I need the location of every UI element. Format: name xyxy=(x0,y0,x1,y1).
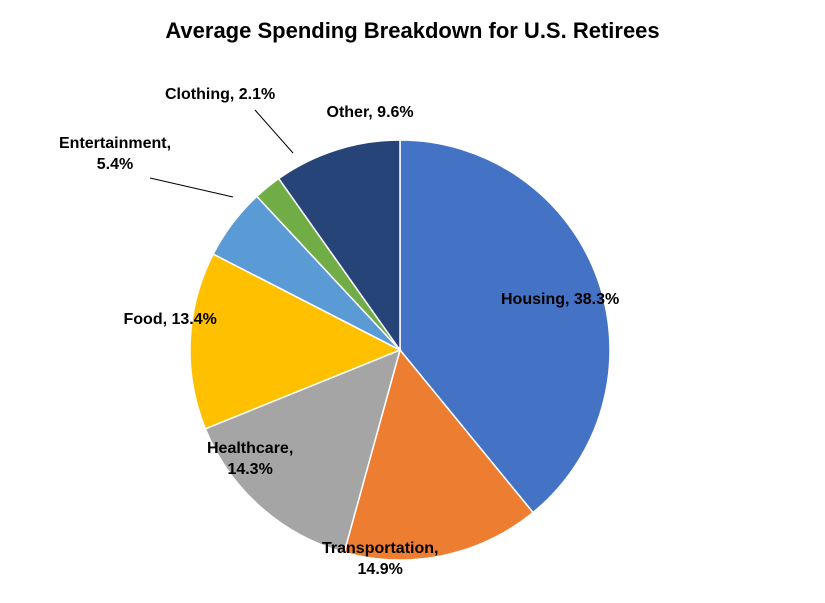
slice-label-housing: Housing, 38.3% xyxy=(501,290,619,311)
pie-chart-container: Average Spending Breakdown for U.S. Reti… xyxy=(0,0,825,603)
pie-svg xyxy=(0,0,825,603)
slice-label-food: Food, 13.4% xyxy=(124,310,217,331)
slice-label-healthcare: Healthcare, 14.3% xyxy=(207,439,293,481)
slice-label-other: Other, 9.6% xyxy=(327,103,414,124)
slice-label-transportation: Transportation, 14.9% xyxy=(322,539,438,581)
slice-label-clothing: Clothing, 2.1% xyxy=(165,85,275,106)
slice-label-entertainment: Entertainment, 5.4% xyxy=(59,134,171,176)
